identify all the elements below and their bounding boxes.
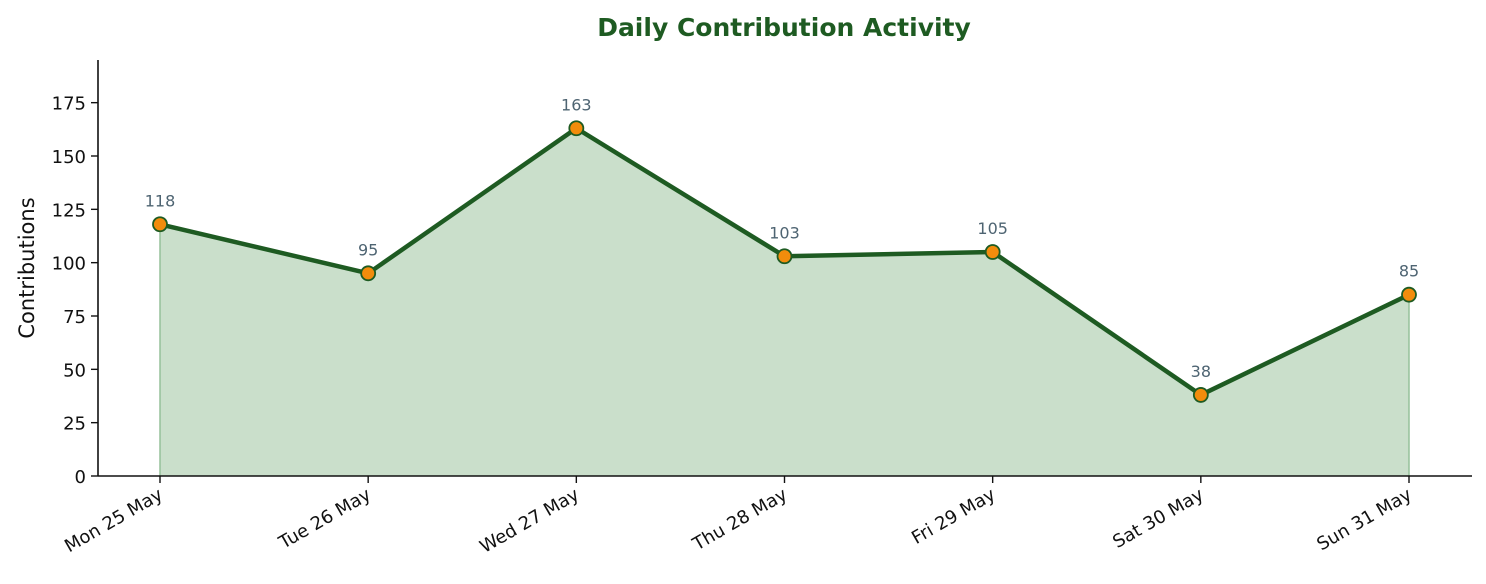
y-axis-label: Contributions: [15, 197, 39, 338]
data-label: 105: [977, 219, 1008, 238]
data-point: [1401, 286, 1417, 303]
x-tick-label: Mon 25 May: [61, 484, 167, 557]
data-point: [568, 120, 585, 137]
data-labels: 118 95 163 103 105 38 85: [145, 95, 1419, 381]
data-label: 103: [769, 223, 800, 242]
data-points: [152, 120, 1417, 403]
y-tick-label: 0: [75, 467, 86, 488]
data-label: 95: [358, 240, 378, 259]
x-tick-label: Tue 26 May: [275, 484, 375, 554]
x-tick-label: Wed 27 May: [476, 484, 583, 558]
axes: [91, 60, 1472, 483]
data-label: 85: [1399, 262, 1419, 281]
data-point: [1192, 387, 1209, 403]
data-label: 38: [1191, 362, 1211, 381]
y-tick-label: 150: [52, 147, 86, 168]
y-tick-label: 75: [63, 307, 86, 328]
y-tick-label: 100: [52, 254, 86, 275]
data-label: 163: [561, 95, 592, 114]
data-point: [360, 265, 377, 282]
x-tick-label: Sat 30 May: [1109, 484, 1207, 553]
y-tick-label: 125: [52, 200, 86, 221]
chart-title: Daily Contribution Activity: [597, 13, 971, 42]
y-tick-label: 25: [63, 414, 86, 435]
data-label: 118: [145, 191, 176, 210]
x-tick-label: Sun 31 May: [1313, 484, 1415, 555]
area-layer: [159, 128, 1410, 476]
data-point: [152, 216, 168, 233]
area-fill: [160, 128, 1409, 476]
data-point: [776, 248, 793, 265]
x-tick-label: Thu 28 May: [688, 484, 791, 556]
y-tick-label: 50: [63, 360, 86, 381]
data-point: [984, 244, 1001, 260]
x-tick-label: Fri 29 May: [908, 484, 999, 549]
y-tick-label: 175: [52, 94, 86, 115]
